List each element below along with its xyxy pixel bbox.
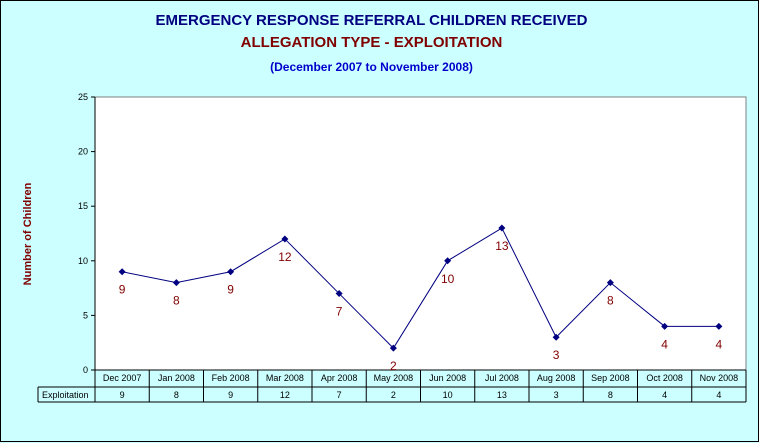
chart-period: (December 2007 to November 2008) <box>270 60 473 74</box>
x-tick-label: Jul 2008 <box>485 373 519 383</box>
data-point <box>118 268 126 276</box>
y-tick-label: 20 <box>78 147 88 157</box>
table-value: 2 <box>391 390 396 400</box>
table-series-label: Exploitation <box>42 390 89 400</box>
data-point <box>661 322 669 330</box>
x-tick-label: Oct 2008 <box>646 373 683 383</box>
table-value: 12 <box>280 390 290 400</box>
y-tick-label: 10 <box>78 256 88 266</box>
data-label: 10 <box>441 272 455 286</box>
x-tick-label: May 2008 <box>374 373 414 383</box>
data-point <box>498 224 506 232</box>
table-value: 3 <box>554 390 559 400</box>
table-value: 8 <box>608 390 613 400</box>
data-point <box>172 279 180 287</box>
data-point <box>552 333 560 341</box>
y-tick-label: 25 <box>78 92 88 102</box>
x-tick-label: Jun 2008 <box>429 373 466 383</box>
x-tick-label: Sep 2008 <box>591 373 630 383</box>
table-value: 8 <box>174 390 179 400</box>
plot-area <box>94 96 747 371</box>
y-tick-label: 5 <box>83 310 88 320</box>
x-tick-label: Dec 2007 <box>103 373 142 383</box>
x-tick-label: Jan 2008 <box>158 373 195 383</box>
data-point <box>389 344 397 352</box>
data-point <box>227 268 235 276</box>
x-tick-label: Mar 2008 <box>266 373 304 383</box>
x-tick-label: Feb 2008 <box>212 373 250 383</box>
data-label: 8 <box>173 294 180 308</box>
data-label: 9 <box>227 283 234 297</box>
table-value: 7 <box>337 390 342 400</box>
data-label: 4 <box>661 337 668 351</box>
chart-subtitle: ALLEGATION TYPE - EXPLOITATION <box>240 34 503 51</box>
table-value: 9 <box>228 390 233 400</box>
data-point <box>606 279 614 287</box>
x-tick-label: Apr 2008 <box>321 373 358 383</box>
table-value: 4 <box>662 390 667 400</box>
x-tick-label: Nov 2008 <box>700 373 739 383</box>
table-value: 9 <box>120 390 125 400</box>
data-point <box>444 257 452 265</box>
table-value: 13 <box>497 390 507 400</box>
x-tick-label: Aug 2008 <box>537 373 576 383</box>
data-label: 12 <box>278 250 292 264</box>
data-label: 3 <box>553 348 560 362</box>
data-label: 8 <box>607 294 614 308</box>
data-point <box>715 322 723 330</box>
series-line-exploitation <box>122 227 719 349</box>
data-label: 2 <box>390 359 397 373</box>
table-value: 4 <box>716 390 721 400</box>
table-value: 10 <box>443 390 453 400</box>
data-label: 7 <box>336 305 343 319</box>
data-label: 9 <box>119 283 126 297</box>
y-tick-label: 0 <box>83 365 88 375</box>
data-point <box>281 235 289 243</box>
chart-title: EMERGENCY RESPONSE REFERRAL CHILDREN REC… <box>155 12 588 29</box>
data-label: 13 <box>495 239 509 253</box>
data-point <box>335 290 343 298</box>
data-label: 4 <box>716 337 723 351</box>
y-tick-label: 15 <box>78 201 88 211</box>
